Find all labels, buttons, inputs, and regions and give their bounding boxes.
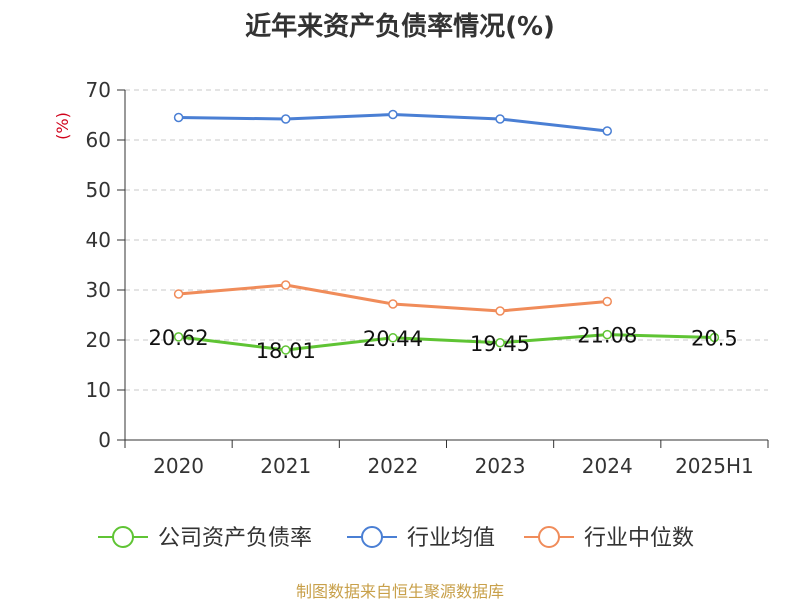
legend-label: 公司资产负债率 bbox=[158, 526, 312, 551]
legend-marker bbox=[361, 526, 383, 548]
data-point bbox=[388, 299, 398, 309]
legend: 公司资产负债率 行业均值 行业中位数 bbox=[98, 526, 694, 551]
y-tick-label: 10 bbox=[86, 378, 111, 402]
data-label: 20.44 bbox=[363, 327, 423, 351]
series-lines bbox=[173, 109, 720, 355]
data-label: 18.01 bbox=[256, 339, 316, 363]
data-label: 21.08 bbox=[577, 324, 637, 348]
data-point bbox=[173, 289, 184, 299]
y-tick-label: 60 bbox=[86, 128, 111, 152]
data-point bbox=[281, 280, 291, 290]
data-point bbox=[709, 332, 720, 343]
data-point bbox=[173, 332, 184, 342]
legend-label: 行业均值 bbox=[407, 526, 495, 551]
x-tick-label: 2024 bbox=[582, 454, 633, 478]
data-label: 20.62 bbox=[149, 326, 209, 350]
x-tick-label: 2020 bbox=[153, 454, 204, 478]
y-tick-label: 70 bbox=[86, 78, 111, 102]
data-labels: 20.62 18.01 20.44 19.45 21.08 20.5 bbox=[149, 324, 738, 363]
legend-marker bbox=[538, 526, 560, 548]
y-tick-label: 30 bbox=[86, 278, 111, 302]
data-point bbox=[602, 329, 612, 340]
x-tick-label: 2025H1 bbox=[675, 454, 754, 478]
data-point bbox=[388, 333, 398, 343]
chart-title: 近年来资产负债率情况(%) bbox=[245, 12, 555, 42]
series-line bbox=[178, 333, 715, 352]
data-label: 20.5 bbox=[691, 327, 738, 351]
data-point bbox=[281, 345, 291, 355]
axes: 0 10 20 30 40 50 60 70 (%) 2020 2021 2022 2023 2024 20… bbox=[53, 78, 769, 478]
data-point bbox=[388, 109, 398, 120]
y-axis-label: (%) bbox=[53, 112, 72, 140]
y-tick-label: 0 bbox=[98, 428, 111, 452]
legend-marker bbox=[112, 526, 134, 548]
y-tick-label: 40 bbox=[86, 228, 111, 252]
data-point bbox=[495, 306, 505, 316]
data-point bbox=[602, 296, 612, 307]
data-point bbox=[495, 338, 505, 348]
data-point bbox=[173, 112, 184, 123]
x-tick-label: 2022 bbox=[367, 454, 418, 478]
y-tick-label: 50 bbox=[86, 178, 111, 202]
data-point bbox=[495, 114, 505, 124]
data-point bbox=[281, 114, 291, 124]
x-tick-label: 2021 bbox=[260, 454, 311, 478]
x-tick-label: 2023 bbox=[475, 454, 526, 478]
legend-label: 行业中位数 bbox=[584, 526, 694, 551]
source-note: 制图数据来自恒生聚源数据库 bbox=[295, 582, 504, 601]
grid-lines bbox=[125, 89, 768, 391]
data-label: 19.45 bbox=[470, 332, 530, 356]
y-tick-label: 20 bbox=[86, 328, 111, 352]
data-point bbox=[602, 126, 612, 136]
